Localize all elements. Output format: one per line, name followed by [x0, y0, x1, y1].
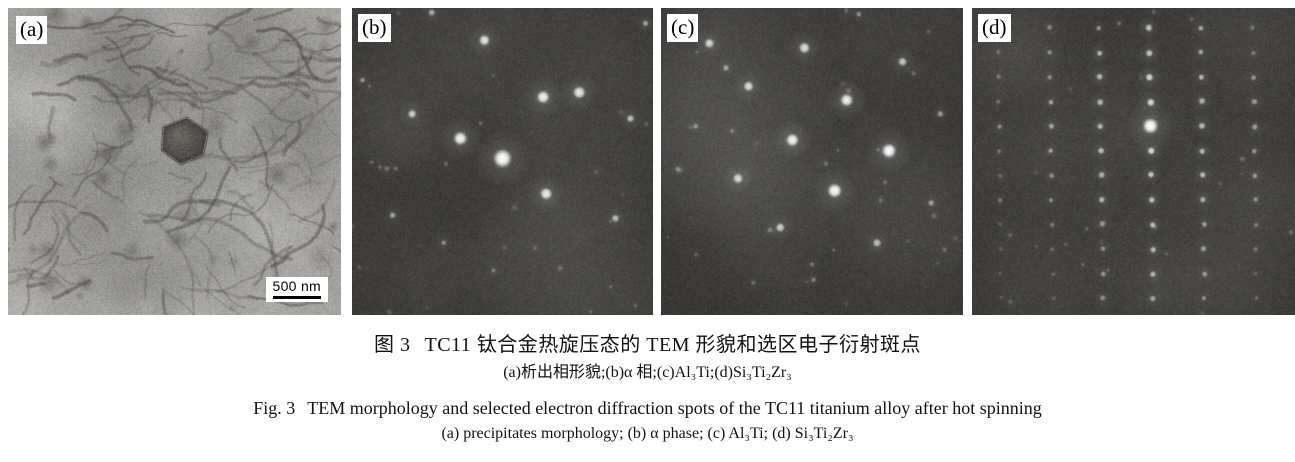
diffraction-pattern-image-d [972, 8, 1295, 315]
caption-english-figure-number: Fig. 3 [253, 398, 296, 418]
figure-panel-strip: (a) 500 nm (b) (c) (d) [8, 8, 1295, 315]
panel-label-c: (c) [667, 14, 699, 42]
caption-english-sub: (a) precipitates morphology; (b) α phase… [441, 425, 854, 442]
caption-chinese-figure-number: 图 3 [373, 334, 411, 356]
scale-bar-rule [272, 296, 321, 299]
caption-chinese-sub: (a)析出相形貌;(b)α 相;(c)Al₃Ti;(d)Si₃Ti₂Zr₃ [503, 364, 792, 381]
panel-label-b: (b) [358, 14, 391, 42]
figure-panel-a: (a) 500 nm [8, 8, 341, 315]
figure-panel-b: (b) [352, 8, 653, 315]
caption-english-title: TEM morphology and selected electron dif… [307, 398, 1042, 418]
diffraction-pattern-image-c [661, 8, 963, 315]
figure-panel-c: (c) [661, 8, 963, 315]
caption-english-main: Fig. 3 TEM morphology and selected electr… [0, 396, 1295, 420]
scale-bar: 500 nm [265, 277, 328, 302]
caption-chinese-title: TC11 钛合金热旋压态的 TEM 形貌和选区电子衍射斑点 [424, 334, 922, 356]
caption-chinese-main: 图 3 TC11 钛合金热旋压态的 TEM 形貌和选区电子衍射斑点 [0, 332, 1295, 358]
scale-bar-label: 500 nm [272, 278, 321, 294]
figure-panel-d: (d) [972, 8, 1295, 315]
panel-label-a: (a) [16, 16, 48, 44]
panel-label-d: (d) [978, 14, 1011, 42]
figure-caption-block: 图 3 TC11 钛合金热旋压态的 TEM 形貌和选区电子衍射斑点 (a)析出相形… [0, 318, 1295, 462]
diffraction-pattern-image-b [352, 8, 653, 315]
tem-micrograph-image [8, 8, 341, 315]
